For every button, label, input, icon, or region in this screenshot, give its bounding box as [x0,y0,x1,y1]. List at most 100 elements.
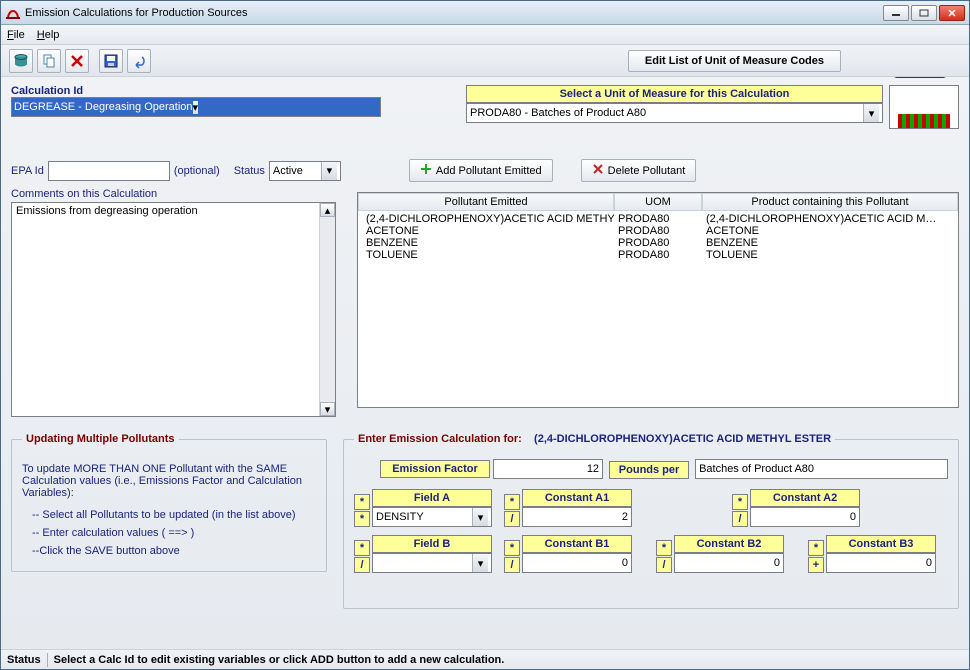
delete-icon[interactable] [65,49,89,73]
window-title: Emission Calculations for Production Sou… [25,7,883,19]
chevron-down-icon[interactable]: ▾ [472,508,488,526]
chevron-down-icon[interactable]: ▾ [472,554,488,572]
delete-pollutant-label: Delete Pollutant [608,165,686,177]
close-button[interactable] [939,5,965,21]
update-b1: -- Select all Pollutants to be updated (… [32,509,316,521]
uom-header: Select a Unit of Measure for this Calcul… [466,85,883,103]
op-star[interactable]: * [732,494,748,510]
ef-label: Emission Factor [380,460,490,478]
delete-x-icon [592,163,604,178]
chevron-down-icon[interactable]: ▾ [193,101,199,114]
fieldA-dropdown[interactable]: DENSITY ▾ [372,507,492,527]
cA2-input[interactable] [750,507,860,527]
status-label: Status [234,165,265,177]
edit-uom-button[interactable]: Edit List of Unit of Measure Codes [628,50,841,72]
cB2-input[interactable] [674,553,784,573]
cB3-label: Constant B3 [826,535,936,553]
pollutant-list[interactable]: Pollutant Emitted UOM Product containing… [357,192,959,408]
chevron-down-icon[interactable]: ▾ [863,104,879,122]
op-star[interactable]: * [354,540,370,556]
op-star[interactable]: * [354,511,370,527]
list-body: (2,4-DICHLOROPHENOXY)ACETIC ACID METHYL … [358,211,958,263]
statusbar-label: Status [7,654,41,666]
comments-value: Emissions from degreasing operation [16,205,198,217]
add-pollutant-button[interactable]: Add Pollutant Emitted [409,159,553,182]
emission-pollutant: (2,4-DICHLOROPHENOXY)ACETIC ACID METHYL … [534,433,831,445]
list-header: Pollutant Emitted UOM Product containing… [358,193,958,211]
menubar: File Help [1,25,969,45]
list-row[interactable]: BENZENEPRODA80BENZENE [362,237,954,249]
main-window: Emission Calculations for Production Sou… [0,0,970,670]
op-star[interactable]: * [504,494,520,510]
uom-value: PRODA80 - Batches of Product A80 [470,107,646,119]
update-b3: --Click the SAVE button above [32,545,316,557]
copy-icon[interactable] [37,49,61,73]
per-label: Pounds per [609,461,689,479]
cB3-input[interactable] [826,553,936,573]
epa-optional-label: (optional) [174,165,220,177]
add-pollutant-label: Add Pollutant Emitted [436,165,542,177]
toolbar: Edit List of Unit of Measure Codes [1,45,969,77]
delete-pollutant-button[interactable]: Delete Pollutant [581,159,697,182]
comments-label: Comments on this Calculation [11,188,341,200]
calc-id-value: DEGREASE - Degreasing Operation [14,101,193,113]
client-area: Calculation Id DEGREASE - Degreasing Ope… [1,77,969,649]
cB1-input[interactable] [522,553,632,573]
titlebar: Emission Calculations for Production Sou… [1,1,969,25]
db-icon[interactable] [9,49,33,73]
plus-icon [420,163,432,178]
epa-id-input[interactable] [48,161,170,181]
scroll-down-icon[interactable]: ▾ [320,402,335,416]
app-icon [5,5,21,21]
status-value: Active [273,165,303,177]
fieldA-label: Field A [372,489,492,507]
comments-textarea[interactable]: Emissions from degreasing operation ▴ ▾ [11,202,336,417]
op-star[interactable]: * [504,540,520,556]
col-product[interactable]: Product containing this Pollutant [702,193,958,211]
op-slash[interactable]: / [656,557,672,573]
col-uom[interactable]: UOM [614,193,702,211]
menu-file[interactable]: File [7,29,25,41]
op-slash[interactable]: / [504,557,520,573]
update-multiple-fieldset: Updating Multiple Pollutants To update M… [11,433,327,572]
fieldB-dropdown[interactable]: ▾ [372,553,492,573]
list-row[interactable]: (2,4-DICHLOROPHENOXY)ACETIC ACID METHYL … [362,213,954,225]
scrollbar[interactable]: ▴ ▾ [319,203,335,416]
uom-dropdown[interactable]: PRODA80 - Batches of Product A80 ▾ [466,103,883,123]
emission-calc-fieldset: Enter Emission Calculation for: (2,4-DIC… [343,433,959,609]
fieldB-label: Field B [372,535,492,553]
maximize-button[interactable] [911,5,937,21]
op-star[interactable]: * [808,540,824,556]
save-icon[interactable] [99,49,123,73]
op-slash[interactable]: / [504,511,520,527]
minimize-button[interactable] [883,5,909,21]
list-row[interactable]: TOLUENEPRODA80TOLUENE [362,249,954,261]
statusbar-sep [47,653,48,667]
list-row[interactable]: ACETONEPRODA80ACETONE [362,225,954,237]
emission-header: Enter Emission Calculation for: [358,433,522,445]
cA2-label: Constant A2 [750,489,860,507]
epa-id-label: EPA Id [11,165,44,177]
scroll-up-icon[interactable]: ▴ [320,203,335,217]
statusbar-text: Select a Calc Id to edit existing variab… [54,654,505,666]
op-star[interactable]: * [354,494,370,510]
cA1-label: Constant A1 [522,489,632,507]
emission-legend: Enter Emission Calculation for: (2,4-DIC… [354,433,835,445]
calc-id-dropdown[interactable]: DEGREASE - Degreasing Operation ▾ [11,97,381,117]
col-pollutant[interactable]: Pollutant Emitted [358,193,614,211]
update-line1: To update MORE THAN ONE Pollutant with t… [22,463,316,499]
ef-input[interactable] [493,459,603,479]
cB1-label: Constant B1 [522,535,632,553]
per-input[interactable] [695,459,948,479]
op-star[interactable]: * [656,540,672,556]
update-legend: Updating Multiple Pollutants [22,433,179,445]
status-dropdown[interactable]: Active ▾ [269,161,341,181]
op-slash[interactable]: / [732,511,748,527]
menu-help[interactable]: Help [37,29,60,41]
chevron-down-icon[interactable]: ▾ [321,162,337,180]
op-plus[interactable]: + [808,557,824,573]
cA1-input[interactable] [522,507,632,527]
factory-icon [889,85,959,129]
op-slash[interactable]: / [354,557,370,573]
undo-icon[interactable] [127,49,151,73]
